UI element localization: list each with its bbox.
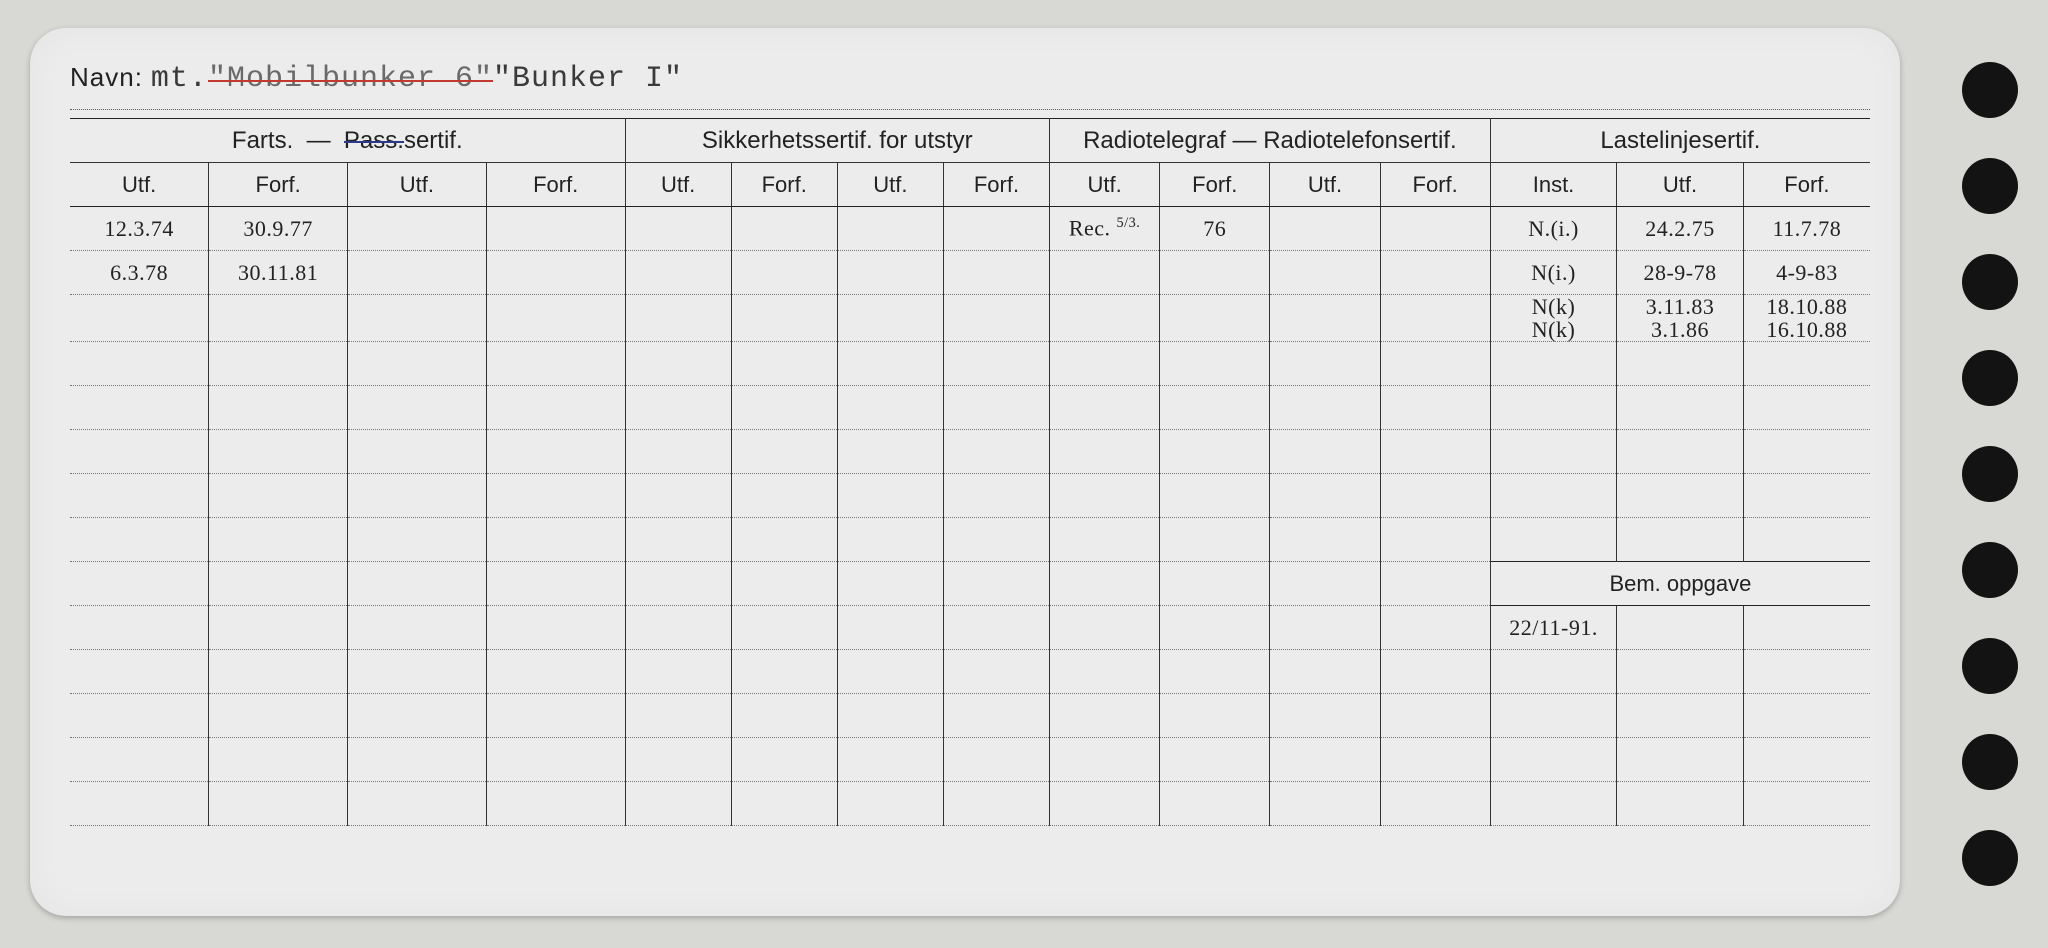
cell <box>486 251 625 295</box>
binder-hole <box>1962 734 2018 790</box>
table-row <box>70 738 1870 782</box>
binder-hole <box>1962 158 2018 214</box>
navn-label: Navn: <box>70 62 143 93</box>
sub-rad-utf1: Utf. <box>1050 163 1160 207</box>
cell: 4-9-83 <box>1743 251 1870 295</box>
table-row <box>70 518 1870 562</box>
cell <box>837 295 943 342</box>
cell: 11.7.78 <box>1743 207 1870 251</box>
cell <box>943 251 1049 295</box>
cell: 30.9.77 <box>209 207 348 251</box>
table-row <box>70 386 1870 430</box>
cell <box>209 295 348 342</box>
table-row <box>70 650 1870 694</box>
binder-hole <box>1962 62 2018 118</box>
cell <box>731 251 837 295</box>
sub-sik-forf1: Forf. <box>731 163 837 207</box>
binder-hole <box>1962 638 2018 694</box>
binder-hole <box>1962 830 2018 886</box>
cell <box>731 295 837 342</box>
navn-current: "Bunker I" <box>493 62 683 96</box>
cell: 12.3.74 <box>70 207 209 251</box>
cell <box>625 207 731 251</box>
cell: 6.3.78 <box>70 251 209 295</box>
cell <box>1160 251 1270 295</box>
cell <box>1270 295 1380 342</box>
table-row <box>70 342 1870 386</box>
table-row: 6.3.78 30.11.81 N(i.) 28-9-78 4-9-83 <box>70 251 1870 295</box>
hdr-laste: Lastelinjesertif. <box>1490 119 1870 163</box>
table-row: 22/11-91. <box>70 606 1870 650</box>
sub-sik-utf1: Utf. <box>625 163 731 207</box>
cell <box>625 251 731 295</box>
sub-sik-forf2: Forf. <box>943 163 1049 207</box>
cell <box>943 295 1049 342</box>
table-row <box>70 694 1870 738</box>
table-row <box>70 430 1870 474</box>
cell: N(i.) <box>1490 251 1617 295</box>
cell <box>348 207 487 251</box>
cell <box>1380 207 1490 251</box>
sub-rad-utf2: Utf. <box>1270 163 1380 207</box>
cell <box>1270 251 1380 295</box>
binder-hole <box>1962 446 2018 502</box>
cell: 3.11.83 3.1.86 <box>1617 295 1744 342</box>
navn-row: Navn: mt. "Mobilbunker 6" "Bunker I" <box>70 62 1870 110</box>
table-body: 12.3.74 30.9.77 Rec. 5/3. 76 N.(i.) 24.2… <box>70 207 1870 826</box>
cell <box>1270 207 1380 251</box>
cell <box>348 251 487 295</box>
cell <box>70 295 209 342</box>
binder-hole <box>1962 542 2018 598</box>
cell <box>943 207 1049 251</box>
cell <box>1380 295 1490 342</box>
cell: 30.11.81 <box>209 251 348 295</box>
binder-holes <box>1928 0 2048 948</box>
certificate-table: Farts. — Pass.sertif. Sikkerhetssertif. … <box>70 118 1870 826</box>
cell <box>1050 251 1160 295</box>
cell <box>731 207 837 251</box>
table-row: N(k) N(k) 3.11.83 3.1.86 18.10.88 16.10.… <box>70 295 1870 342</box>
sub-laste-forf: Forf. <box>1743 163 1870 207</box>
cell <box>1160 295 1270 342</box>
navn-struck: "Mobilbunker 6" <box>208 62 493 96</box>
table-row: 12.3.74 30.9.77 Rec. 5/3. 76 N.(i.) 24.2… <box>70 207 1870 251</box>
cell <box>625 295 731 342</box>
sub-farts-utf1: Utf. <box>70 163 209 207</box>
sub-laste-inst: Inst. <box>1490 163 1617 207</box>
hdr-farts: Farts. — Pass.sertif. <box>70 119 625 163</box>
cell: 28-9-78 <box>1617 251 1744 295</box>
cell <box>348 295 487 342</box>
hdr-sikkerhet: Sikkerhetssertif. for utstyr <box>625 119 1049 163</box>
cell <box>1050 295 1160 342</box>
table-row <box>70 782 1870 826</box>
sub-rad-forf2: Forf. <box>1380 163 1490 207</box>
cell <box>837 207 943 251</box>
record-card: Navn: mt. "Mobilbunker 6" "Bunker I" Far… <box>30 28 1900 916</box>
cell: N.(i.) <box>1490 207 1617 251</box>
cell: N(k) N(k) <box>1490 295 1617 342</box>
sub-farts-forf2: Forf. <box>486 163 625 207</box>
sub-farts-utf2: Utf. <box>348 163 487 207</box>
bem-entry: 22/11-91. <box>1490 606 1617 650</box>
binder-hole <box>1962 350 2018 406</box>
cell-radio: Rec. 5/3. <box>1050 207 1160 251</box>
cell <box>1380 251 1490 295</box>
sub-rad-forf1: Forf. <box>1160 163 1270 207</box>
hdr-radio: Radiotelegraf — Radiotelefonsertif. <box>1050 119 1491 163</box>
navn-prefix: mt. <box>151 62 208 96</box>
cell <box>486 207 625 251</box>
cell: 24.2.75 <box>1617 207 1744 251</box>
binder-hole <box>1962 254 2018 310</box>
sub-farts-forf1: Forf. <box>209 163 348 207</box>
cell <box>486 295 625 342</box>
bem-title: Bem. oppgave <box>1490 562 1870 606</box>
sub-sik-utf2: Utf. <box>837 163 943 207</box>
cell <box>837 251 943 295</box>
cell: 76 <box>1160 207 1270 251</box>
cell: 18.10.88 16.10.88 <box>1743 295 1870 342</box>
bem-header-row: Bem. oppgave <box>70 562 1870 606</box>
sub-laste-utf: Utf. <box>1617 163 1744 207</box>
table-row <box>70 474 1870 518</box>
